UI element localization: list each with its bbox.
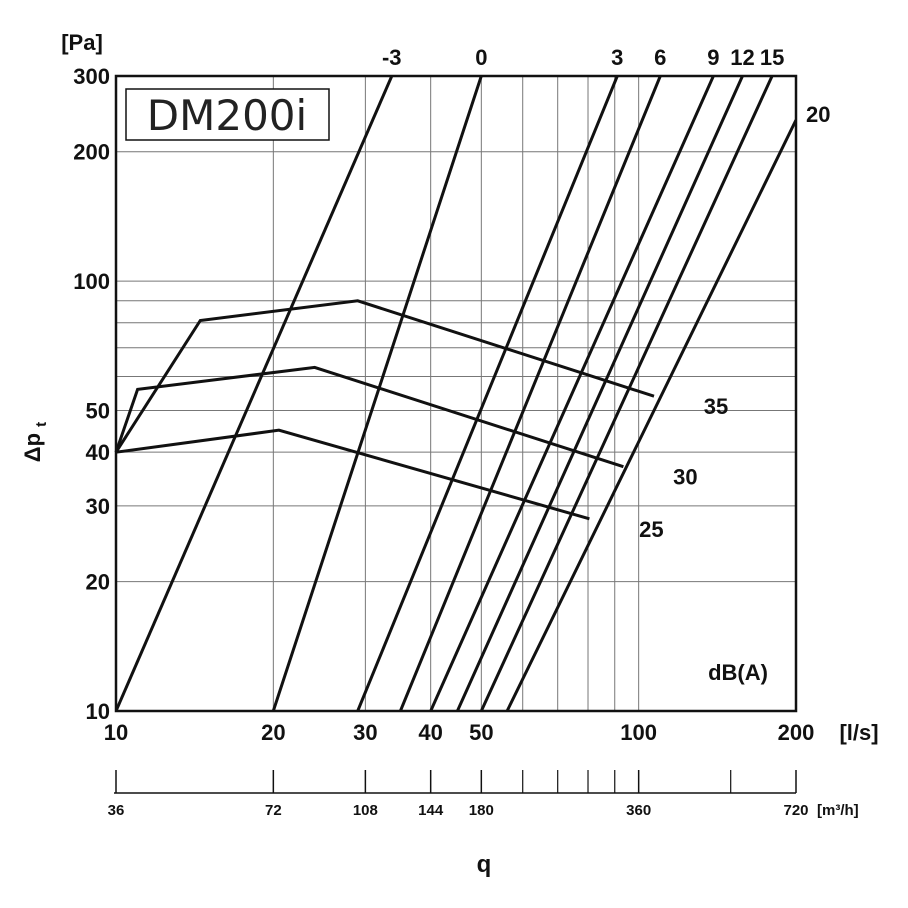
x2-tick-label: 108	[353, 802, 378, 819]
x2-tick-label: 360	[626, 802, 651, 819]
damper-line-15	[479, 76, 774, 711]
damper-line-0	[271, 76, 483, 711]
x2-tick-label: 720	[783, 802, 808, 819]
damper-setting-lines	[116, 76, 796, 711]
y-tick-label: 10	[86, 699, 110, 724]
x-tick-label: 30	[353, 720, 377, 745]
y-tick-label: 300	[73, 64, 110, 89]
sound-line-35	[114, 299, 655, 454]
sound-level-lines	[114, 299, 655, 521]
x-tick-label: 100	[620, 720, 657, 745]
title-box-border	[125, 88, 330, 141]
damper-line-label: 3	[611, 45, 623, 70]
sound-unit-label: dB(A)	[708, 660, 768, 685]
title-box: DM200i	[125, 88, 330, 141]
y-axis-title: Δp t	[20, 422, 50, 462]
damper-line-label: 9	[707, 45, 719, 70]
y-tick-label: 40	[86, 440, 110, 465]
sound-line-label: 25	[639, 517, 663, 542]
x-axis-name: q	[477, 851, 492, 878]
sound-line-label: 35	[704, 394, 728, 419]
x2-tick-label: 144	[418, 802, 444, 819]
damper-line-label: 12	[730, 45, 754, 70]
svg-text:Δp t: Δp t	[20, 422, 50, 462]
damper-line-20	[505, 119, 796, 711]
x-tick-label: 20	[261, 720, 285, 745]
y-tick-label: 50	[86, 399, 110, 424]
x-tick-label: 40	[418, 720, 442, 745]
secondary-x-axis: 36 72 108 144 180 360 720	[108, 770, 809, 819]
y-tick-label: 20	[86, 570, 110, 595]
y-axis-title-main: Δp	[20, 433, 45, 462]
sound-line-label: 30	[673, 465, 697, 490]
sound-line-30	[114, 365, 624, 469]
gridlines	[115, 75, 797, 712]
chart-title: DM200i	[147, 91, 307, 140]
damper-line-label: -3	[382, 45, 402, 70]
x-tick-label: 200	[778, 720, 815, 745]
damper-line-label: 15	[760, 45, 784, 70]
damper-line-label: 20	[806, 102, 830, 127]
sound-line-25	[115, 428, 590, 521]
damper-line-label: 6	[654, 45, 666, 70]
damper-line--3	[116, 76, 394, 711]
y-tick-label: 30	[86, 494, 110, 519]
x-tick-label: 50	[469, 720, 493, 745]
y-unit-label: [Pa]	[61, 30, 103, 55]
y-axis-title-sub: t	[33, 422, 50, 427]
y-tick-label: 200	[73, 140, 110, 165]
damper-line-3	[356, 76, 619, 711]
damper-line-label: 0	[475, 45, 487, 70]
x2-tick-label: 72	[265, 802, 282, 819]
x2-tick-label: 36	[108, 802, 125, 819]
damper-line-labels: -3 0 3 6 9 12 15 20	[382, 45, 830, 127]
plot-frame	[114, 74, 798, 713]
damper-line-12	[456, 76, 744, 711]
x-tick-labels: 10 20 30 40 50 100 200	[104, 720, 815, 745]
damper-line-6	[399, 76, 662, 711]
damper-line-9	[429, 76, 715, 711]
x-tick-label: 10	[104, 720, 128, 745]
x2-unit-label: [m³/h]	[817, 802, 859, 819]
x-unit-label: [l/s]	[839, 720, 878, 745]
y-tick-labels: 10 20 30 40 50 100 200 300	[73, 64, 110, 724]
x2-tick-label: 180	[469, 802, 494, 819]
y-tick-label: 100	[73, 269, 110, 294]
sound-line-labels: 25 30 35	[639, 394, 728, 542]
